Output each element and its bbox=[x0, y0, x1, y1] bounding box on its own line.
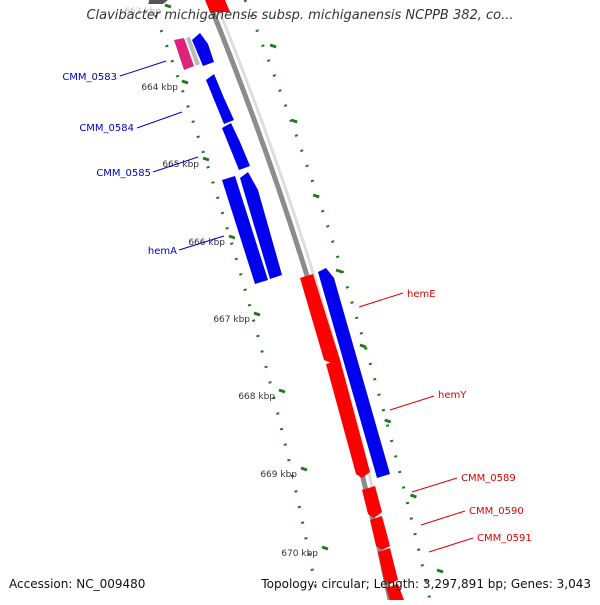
guide-rings bbox=[148, 0, 432, 601]
tick-mark bbox=[300, 466, 308, 472]
gene-arrow-hema[interactable] bbox=[222, 176, 268, 284]
outer-tick-mark bbox=[409, 493, 417, 499]
gene-arrow-cmm-0584[interactable] bbox=[206, 74, 234, 124]
tick-label: 663 kbp bbox=[124, 7, 161, 17]
gene-arrow-bottom[interactable] bbox=[386, 584, 404, 600]
gene-label-cmm-0590[interactable]: CMM_0590 bbox=[469, 506, 524, 517]
gene-labels: CMM_0583 CMM_0584 CMM_0585 hemA hemE hem… bbox=[62, 60, 532, 553]
leader-line-hemy bbox=[389, 395, 435, 411]
gene-arrow-hemy-part1[interactable] bbox=[300, 274, 340, 364]
outer-tick-mark bbox=[312, 193, 320, 199]
tick-label: 666 kbp bbox=[188, 238, 225, 248]
feature-lightgrey bbox=[186, 37, 200, 66]
gene-label-cmm-0584[interactable]: CMM_0584 bbox=[79, 123, 134, 134]
tick-label: 665 kbp bbox=[162, 160, 199, 170]
feature-red-top bbox=[205, 0, 230, 12]
gene-label-cmm-0589[interactable]: CMM_0589 bbox=[461, 473, 516, 484]
outer-tick-mark bbox=[384, 418, 392, 424]
tick-mark bbox=[253, 311, 261, 317]
gene-label-heme[interactable]: hemE bbox=[407, 289, 436, 300]
gene-label-cmm-0583[interactable]: CMM_0583 bbox=[62, 72, 117, 83]
tick-mark bbox=[228, 234, 236, 240]
leader-line-heme bbox=[358, 292, 404, 308]
gene-label-cmm-0585[interactable]: CMM_0585 bbox=[96, 168, 151, 179]
leader-line-cmm-0590 bbox=[420, 510, 466, 526]
tick-label: 670 kbp bbox=[281, 549, 318, 559]
leader-line-cmm-0589 bbox=[411, 477, 458, 493]
gene-arrow-cmm-0590[interactable] bbox=[370, 516, 390, 550]
tick-label: 664 kbp bbox=[141, 83, 178, 93]
tick-marks: 663 kbp 664 kbp 665 kbp 666 kbp 667 kbp 668 k… bbox=[124, 3, 444, 574]
gene-arrow-heme[interactable] bbox=[318, 268, 390, 478]
gene-label-cmm-0591[interactable]: CMM_0591 bbox=[477, 533, 532, 544]
tick-mark bbox=[321, 545, 329, 551]
genome-backbone bbox=[205, 0, 393, 601]
tick-mark bbox=[278, 388, 286, 394]
outer-tick-mark bbox=[269, 43, 277, 49]
outer-tick-mark bbox=[436, 568, 444, 574]
outer-tick-mark bbox=[335, 268, 343, 274]
gene-arrow-cmm-0589[interactable] bbox=[362, 486, 382, 518]
leader-line-cmm-0584 bbox=[136, 111, 183, 129]
topology-text: Topology: circular; Length: 3,297,891 bp… bbox=[261, 577, 591, 591]
accession-text: Accession: NC_009480 bbox=[9, 577, 146, 591]
tick-label: 667 kbp bbox=[213, 315, 250, 325]
genome-backbone-highlight bbox=[213, 0, 399, 601]
gene-arrow-hemy-part2[interactable] bbox=[326, 360, 370, 478]
leader-line-hema bbox=[178, 235, 225, 251]
gene-arrow-cmm-0583[interactable] bbox=[192, 33, 214, 66]
gene-label-hemy[interactable]: hemY bbox=[438, 390, 467, 401]
leader-line-cmm-0591 bbox=[428, 537, 474, 553]
gene-features bbox=[148, 0, 404, 600]
tick-mark bbox=[202, 156, 210, 162]
leader-line-cmm-0583 bbox=[119, 60, 167, 77]
outer-tick-mark bbox=[290, 118, 298, 124]
feature-pink bbox=[174, 38, 194, 70]
gene-arrow-cmm-0585[interactable] bbox=[222, 123, 250, 170]
tick-label: 669 kbp bbox=[260, 470, 297, 480]
gene-arrow-cmm-0585b[interactable] bbox=[240, 172, 282, 279]
tick-mark bbox=[181, 79, 189, 85]
map-title: Clavibacter michiganensis subsp. michiga… bbox=[86, 8, 514, 23]
leader-line-cmm-0585 bbox=[152, 156, 199, 173]
gene-label-hema[interactable]: hemA bbox=[148, 246, 177, 257]
tick-label: 668 kbp bbox=[238, 392, 275, 402]
feature-grey-top bbox=[148, 0, 168, 4]
tick-mark bbox=[164, 3, 172, 9]
gene-arrow-cmm-0591[interactable] bbox=[378, 548, 398, 584]
outer-tick-mark bbox=[359, 343, 367, 349]
